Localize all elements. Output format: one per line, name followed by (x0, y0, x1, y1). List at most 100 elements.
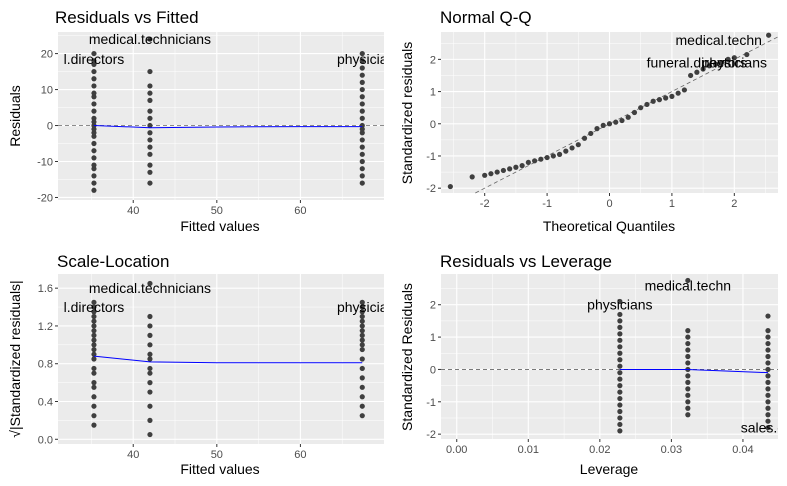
data-point (731, 55, 737, 61)
data-point (91, 58, 97, 64)
data-point (147, 342, 153, 348)
x-tick-label: 0.00 (446, 444, 467, 456)
data-point (91, 76, 97, 82)
data-point (765, 334, 771, 340)
data-point (700, 66, 706, 72)
data-point (147, 68, 153, 75)
data-point (765, 360, 771, 366)
point-label: physicia (337, 51, 388, 67)
chart-panel: -2 -1 0 1 2 -2 -1 0 1 2 medical.techn funeral.direc… (399, 8, 779, 234)
y-tick-label: 2 (430, 300, 436, 312)
data-point (600, 122, 606, 128)
data-point (617, 337, 623, 343)
data-point (359, 122, 365, 129)
data-point (91, 313, 97, 320)
data-point (765, 313, 771, 319)
data-point (91, 403, 97, 409)
data-point (685, 360, 691, 366)
data-point (569, 145, 575, 151)
data-point (765, 425, 771, 431)
data-point (91, 342, 97, 348)
annotation-layer: medical.techn physicians sales.cle (587, 277, 787, 436)
y-tick-label: 20 (41, 49, 53, 61)
data-point (644, 101, 650, 108)
data-point (91, 328, 97, 334)
data-point (685, 379, 691, 385)
data-point (147, 90, 153, 96)
data-point (681, 87, 687, 93)
data-point (91, 356, 97, 362)
point-label: sales.cle (741, 420, 787, 436)
data-point (656, 97, 663, 103)
x-axis-label: Fitted values (180, 218, 259, 234)
data-point (359, 403, 365, 409)
data-point (147, 36, 153, 42)
data-point (91, 119, 97, 125)
data-point (617, 318, 623, 324)
y-axis-label: √|Standardized residuals| (7, 280, 23, 437)
data-point (359, 394, 365, 400)
data-point (675, 90, 681, 96)
data-point (147, 403, 153, 409)
data-point (91, 351, 97, 357)
data-point (617, 428, 623, 434)
x-tick-label: -1 (542, 198, 552, 210)
data-point (685, 353, 691, 360)
x-tick-label: 50 (211, 205, 223, 217)
data-point (765, 392, 771, 398)
data-point (91, 370, 97, 376)
data-point (765, 366, 771, 373)
data-point (617, 331, 623, 337)
data-point (617, 350, 623, 356)
point-label: l.directors (64, 299, 125, 315)
data-point (359, 318, 365, 324)
y-tick-label: -20 (37, 192, 53, 204)
data-point (538, 156, 544, 162)
data-point (359, 173, 365, 179)
data-point (147, 323, 153, 329)
data-point (359, 158, 365, 165)
data-point (359, 94, 365, 100)
y-tick-label: 0.8 (38, 359, 53, 371)
data-point (359, 115, 365, 121)
data-point (91, 108, 97, 114)
data-point (766, 32, 772, 38)
x-axis-label: Leverage (580, 461, 639, 477)
smoother-line (93, 125, 363, 129)
data-point (91, 309, 97, 315)
data-point (606, 121, 613, 127)
data-point (556, 151, 563, 157)
y-tick-label: -2 (426, 183, 436, 195)
data-point (525, 159, 531, 166)
data-point (469, 174, 475, 180)
y-tick-label: 1 (430, 87, 436, 99)
panel-title: Residuals vs Leverage (440, 252, 612, 271)
data-point (765, 340, 771, 347)
point-label: funeral.directors (647, 55, 747, 71)
data-point (91, 332, 97, 338)
data-point (91, 155, 97, 161)
data-point (617, 363, 623, 369)
data-point (685, 392, 691, 398)
data-point (685, 386, 691, 392)
data-point (91, 166, 97, 172)
data-point (488, 171, 494, 177)
data-point (359, 356, 365, 362)
data-point (650, 98, 656, 104)
data-point (359, 332, 365, 338)
data-point (147, 380, 153, 386)
data-point (617, 383, 623, 389)
data-point (147, 137, 153, 143)
data-point (359, 309, 365, 315)
data-point (147, 356, 153, 362)
data-point (359, 126, 365, 132)
data-point (91, 115, 97, 121)
x-tick-label: 40 (127, 205, 139, 217)
data-point (147, 365, 153, 372)
data-point (147, 115, 153, 121)
panel-background (441, 274, 778, 439)
data-point (147, 351, 153, 357)
smoother-line (619, 368, 769, 374)
data-point (694, 69, 700, 75)
panel-background (58, 274, 384, 444)
